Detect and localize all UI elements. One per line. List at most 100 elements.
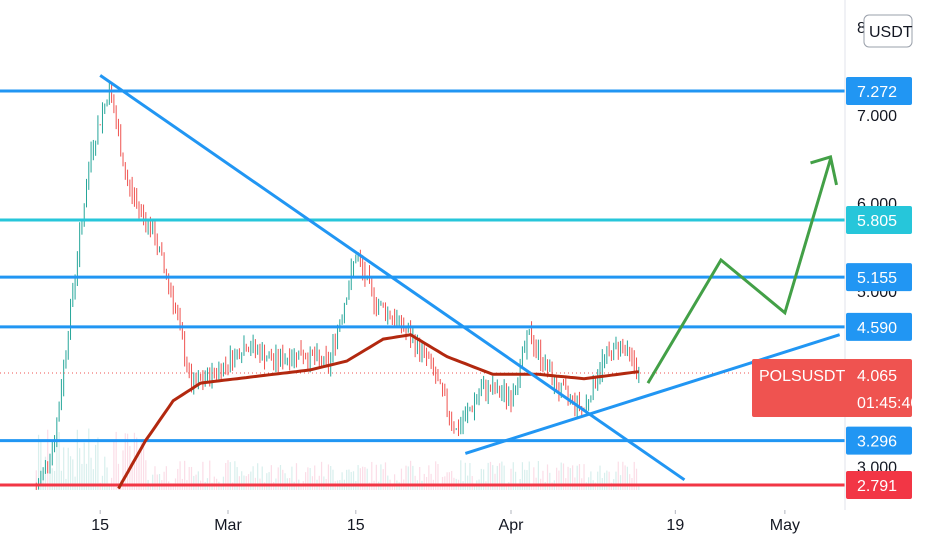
volume-bar	[615, 471, 617, 490]
volume-bar	[67, 447, 69, 490]
level-tag	[846, 263, 912, 292]
volume-bar	[492, 465, 494, 490]
projection-arrowhead	[810, 154, 838, 186]
volume-bar	[268, 472, 270, 490]
volume-bar	[311, 476, 314, 490]
volume-bar	[412, 465, 414, 490]
volume-bar	[414, 475, 416, 490]
volume-bar	[633, 461, 635, 490]
volume-bar	[597, 471, 599, 490]
volume-bar	[282, 469, 284, 490]
level-tag	[846, 471, 912, 499]
volume-bar	[113, 441, 115, 490]
horizontal-levels[interactable]	[0, 89, 845, 487]
volume-bar	[58, 432, 60, 490]
volume-bar	[79, 448, 81, 490]
level-tag-label: 7.272	[857, 84, 897, 101]
volume-bar	[140, 440, 142, 490]
volume-bar	[517, 483, 519, 490]
volume-bar	[451, 470, 453, 490]
volume-bar	[558, 470, 560, 490]
volume-bar	[158, 473, 161, 490]
volume-bar	[590, 471, 592, 490]
projection-path	[646, 158, 832, 384]
volume-bar	[352, 471, 355, 490]
volume-bar	[145, 460, 147, 490]
volume-bar	[419, 466, 421, 490]
volume-bar	[74, 476, 76, 490]
volume-bar	[387, 475, 389, 490]
volume-bar	[92, 469, 94, 490]
volume-bar	[480, 468, 482, 490]
volume-bar	[473, 483, 476, 490]
volume-bar	[252, 466, 254, 490]
level-tag	[846, 205, 912, 234]
volume-bar	[435, 461, 437, 490]
volume-bar	[503, 465, 505, 490]
volume-bar	[136, 437, 138, 490]
volume-bar	[382, 469, 384, 490]
volume-bar	[439, 483, 441, 490]
volume-bar	[184, 460, 186, 490]
volume-bar	[284, 473, 286, 490]
volume-bar	[394, 474, 396, 490]
volume-bar	[467, 475, 469, 490]
volume-bar	[37, 434, 40, 490]
volume-bar	[371, 461, 373, 490]
level-tag-label: 5.805	[857, 213, 897, 230]
volume-bar	[101, 475, 104, 490]
trendlines[interactable]	[99, 74, 841, 482]
volume-bar	[430, 473, 432, 490]
volume-bar	[359, 468, 361, 490]
volume-bar	[177, 468, 179, 490]
volume-bar	[291, 466, 293, 490]
volume-bar	[528, 461, 530, 490]
last-price-tag[interactable]: POLSUSDT 4.065 01:45:40	[752, 359, 919, 417]
volume-bar	[90, 457, 92, 490]
level-tag-label: 4.590	[857, 320, 897, 337]
volume-bar	[501, 461, 503, 490]
volume-bar	[83, 442, 85, 490]
volume-bar	[124, 433, 126, 490]
volume-bar	[521, 462, 524, 490]
volume-bar	[348, 469, 350, 490]
volume-bar	[277, 467, 279, 490]
volume-bar	[346, 469, 348, 490]
volume-bar	[108, 483, 110, 490]
volume-bar	[138, 452, 140, 490]
volume-bar	[583, 464, 585, 490]
volume-bar	[549, 472, 551, 490]
volume-bar	[247, 474, 250, 490]
volume-bar	[498, 463, 501, 490]
volume-bar	[512, 462, 514, 490]
volume-bar	[170, 483, 172, 490]
time-tick-label: 19	[666, 517, 684, 534]
volume-bar	[188, 467, 190, 490]
volume-bar	[51, 468, 53, 490]
volume-bar	[243, 475, 245, 490]
symbol-label: POLSUSDT	[759, 368, 845, 385]
volume-bar	[494, 473, 496, 490]
volume-bar	[154, 466, 156, 490]
volume-bar	[330, 465, 332, 490]
volume-bar	[227, 460, 229, 490]
volume-bar	[190, 466, 193, 490]
projection-arrow[interactable]	[646, 154, 838, 384]
price-tick-label: 8	[857, 20, 866, 37]
volume-bar	[448, 472, 450, 490]
volume-bar	[56, 440, 58, 490]
volume-bar	[115, 431, 117, 490]
volume-bar	[332, 469, 334, 490]
currency-button[interactable]: USDT	[863, 14, 913, 48]
volume-bar	[357, 465, 359, 490]
volume-bar	[35, 470, 37, 490]
volume-bar	[261, 466, 263, 490]
volume-bar	[300, 483, 302, 490]
volume-bar	[576, 465, 578, 490]
volume-bar	[496, 465, 498, 490]
volume-bar	[104, 456, 106, 490]
price-candles	[35, 82, 640, 490]
volume-bar	[327, 464, 330, 490]
